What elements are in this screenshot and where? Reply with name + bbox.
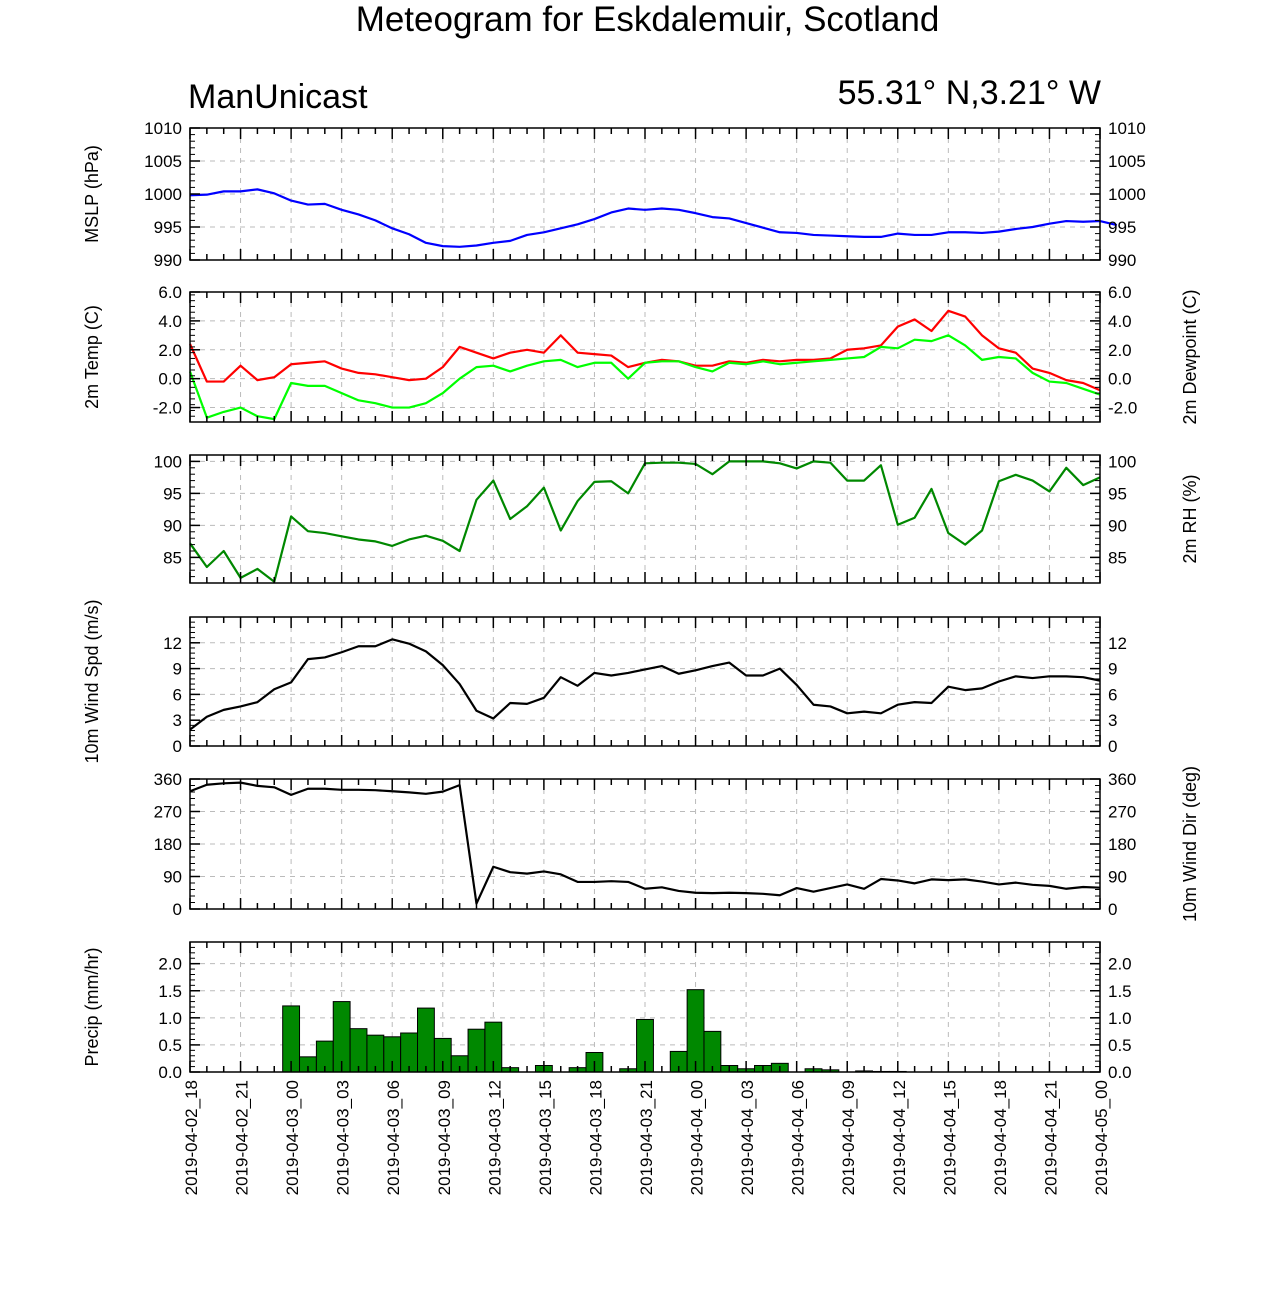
x-tick-label: 2019-04-03_21: [637, 1080, 656, 1195]
y-tick-label-left: 995: [154, 218, 182, 237]
y-tick-label-right: 0.0: [1108, 370, 1132, 389]
precip-bar: [686, 989, 705, 1073]
y-tick-label-right: 1.5: [1108, 982, 1132, 1001]
y-tick-label-left: 0.0: [158, 370, 182, 389]
wdir-ylabel-right: 10m Wind Dir (deg): [1180, 766, 1200, 922]
y-tick-label-right: 6: [1108, 685, 1117, 704]
y-tick-label-left: 990: [154, 251, 182, 270]
x-tick-label: 2019-04-03_15: [536, 1080, 555, 1195]
y-tick-label-left: 2.0: [158, 955, 182, 974]
y-tick-label-left: 1.0: [158, 1009, 182, 1028]
x-tick-label: 2019-04-04_09: [839, 1080, 858, 1195]
y-tick-label-left: 1005: [144, 152, 182, 171]
y-tick-label-right: -2.0: [1108, 399, 1137, 418]
model-label: ManUnicast: [188, 78, 368, 116]
y-tick-label-right: 180: [1108, 835, 1136, 854]
x-tick-label: 2019-04-04_03: [738, 1080, 757, 1195]
precip-ylabel-left: Precip (mm/hr): [82, 947, 102, 1066]
x-tick-label: 2019-04-04_06: [789, 1080, 808, 1195]
y-tick-label-left: 180: [154, 835, 182, 854]
precip-bar: [703, 1030, 722, 1073]
y-tick-label-left: 12: [163, 634, 182, 653]
y-tick-label-right: 90: [1108, 868, 1127, 887]
chart-title: Meteogram for Eskdalemuir, Scotland: [355, 0, 940, 39]
rh-ylabel-right: 2m RH (%): [1180, 475, 1200, 564]
y-tick-label-right: 3: [1108, 711, 1117, 730]
y-tick-label-right: 1005: [1108, 152, 1146, 171]
y-tick-label-right: 95: [1108, 484, 1127, 503]
x-tick-label: 2019-04-03_12: [485, 1080, 504, 1195]
y-tick-label-right: 270: [1108, 803, 1136, 822]
y-tick-label-left: 90: [163, 868, 182, 887]
y-tick-label-right: 0: [1108, 737, 1117, 756]
x-tick-label: 2019-04-03_09: [435, 1080, 454, 1195]
mslp-line-0: [189, 188, 1118, 248]
y-tick-label-right: 12: [1108, 634, 1127, 653]
precip-bar: [467, 1028, 486, 1073]
y-tick-label-left: 6: [173, 685, 182, 704]
y-tick-label-right: 9: [1108, 660, 1117, 679]
wspd-line-0: [189, 638, 1101, 731]
x-tick-label: 2019-04-03_06: [384, 1080, 403, 1195]
x-tick-label: 2019-04-03_18: [586, 1080, 605, 1195]
temp-line-1: [188, 334, 1101, 421]
x-tick-label: 2019-04-03_03: [334, 1080, 353, 1195]
y-tick-label-left: 85: [163, 548, 182, 567]
temp-ylabel-left: 2m Temp (C): [82, 305, 102, 409]
x-tick-label: 2019-04-03_00: [283, 1080, 302, 1195]
y-tick-label-left: 1000: [144, 185, 182, 204]
y-tick-label-left: 0: [173, 900, 182, 919]
y-tick-label-right: 1010: [1108, 119, 1146, 138]
y-tick-label-left: 2.0: [158, 341, 182, 360]
y-tick-label-right: 4.0: [1108, 312, 1132, 331]
x-tick-label: 2019-04-04_21: [1041, 1080, 1060, 1195]
y-tick-label-right: 6.0: [1108, 283, 1132, 302]
y-tick-label-left: -2.0: [153, 399, 182, 418]
y-tick-label-right: 990: [1108, 251, 1136, 270]
x-tick-label: 2019-04-02_21: [233, 1080, 252, 1195]
y-tick-label-right: 0.0: [1108, 1063, 1132, 1082]
y-tick-label-left: 95: [163, 484, 182, 503]
y-tick-label-left: 1.5: [158, 982, 182, 1001]
precip-bar: [417, 1007, 435, 1073]
y-tick-label-right: 995: [1108, 218, 1136, 237]
wspd-ylabel-left: 10m Wind Spd (m/s): [82, 599, 102, 763]
x-tick-label: 2019-04-04_15: [940, 1080, 959, 1195]
y-tick-label-left: 0.5: [158, 1036, 182, 1055]
y-tick-label-left: 0: [173, 737, 182, 756]
y-tick-label-left: 4.0: [158, 312, 182, 331]
y-tick-label-right: 0: [1108, 900, 1117, 919]
precip-bar: [349, 1028, 368, 1073]
x-tick-label: 2019-04-04_18: [991, 1080, 1010, 1195]
y-tick-label-left: 9: [173, 660, 182, 679]
y-tick-label-right: 1000: [1108, 185, 1146, 204]
temp-ylabel-right: 2m Dewpoint (C): [1180, 289, 1200, 424]
y-tick-label-right: 100: [1108, 452, 1136, 471]
y-tick-label-left: 1010: [144, 119, 182, 138]
x-tick-label: 2019-04-02_18: [182, 1080, 201, 1195]
y-tick-label-right: 90: [1108, 516, 1127, 535]
x-tick-label: 2019-04-04_00: [688, 1080, 707, 1195]
y-tick-label-left: 0.0: [158, 1063, 182, 1082]
y-tick-label-right: 2.0: [1108, 955, 1132, 974]
y-tick-label-left: 360: [154, 770, 182, 789]
y-tick-label-left: 270: [154, 803, 182, 822]
x-tick-label: 2019-04-05_00: [1092, 1080, 1111, 1195]
y-tick-label-left: 3: [173, 711, 182, 730]
y-tick-label-left: 100: [154, 452, 182, 471]
y-tick-label-right: 1.0: [1108, 1009, 1132, 1028]
y-tick-label-right: 2.0: [1108, 341, 1132, 360]
y-tick-label-left: 6.0: [158, 283, 182, 302]
location-coords: 55.31° N,3.21° W: [837, 74, 1101, 112]
y-tick-label-right: 360: [1108, 770, 1136, 789]
y-tick-label-left: 90: [163, 516, 182, 535]
y-tick-label-right: 0.5: [1108, 1036, 1132, 1055]
x-tick-label: 2019-04-04_12: [890, 1080, 909, 1195]
y-tick-label-right: 85: [1108, 548, 1127, 567]
mslp-ylabel-left: MSLP (hPa): [82, 145, 102, 243]
